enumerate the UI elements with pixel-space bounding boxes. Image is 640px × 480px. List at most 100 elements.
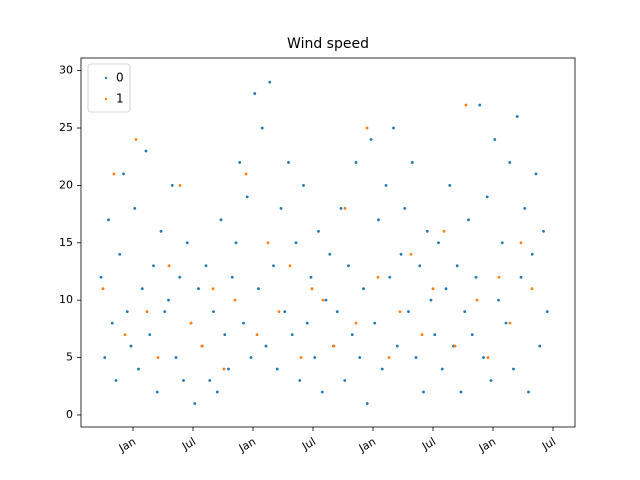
point bbox=[542, 229, 545, 233]
y-tick-label: 15 bbox=[59, 236, 73, 249]
point bbox=[455, 264, 459, 268]
point bbox=[407, 310, 410, 314]
y-tick-label: 0 bbox=[66, 408, 73, 421]
point bbox=[223, 333, 227, 337]
point bbox=[294, 241, 298, 245]
point bbox=[508, 321, 512, 325]
point bbox=[159, 229, 163, 233]
point bbox=[519, 275, 523, 279]
point bbox=[365, 126, 369, 130]
point bbox=[418, 264, 422, 268]
point bbox=[387, 356, 391, 359]
point bbox=[486, 356, 490, 359]
point bbox=[403, 206, 407, 210]
point bbox=[429, 298, 433, 302]
point bbox=[395, 344, 399, 348]
point bbox=[189, 321, 193, 325]
point bbox=[125, 310, 129, 314]
point bbox=[313, 356, 317, 359]
point bbox=[431, 287, 435, 291]
point bbox=[320, 390, 324, 394]
point bbox=[227, 367, 230, 371]
point bbox=[145, 310, 149, 314]
point bbox=[208, 379, 212, 382]
legend: 01 bbox=[87, 63, 131, 113]
point bbox=[211, 287, 215, 291]
point bbox=[489, 379, 493, 382]
point bbox=[347, 264, 350, 268]
point bbox=[242, 321, 245, 325]
point bbox=[478, 103, 482, 107]
point bbox=[380, 367, 384, 371]
point bbox=[414, 356, 418, 359]
point bbox=[204, 264, 208, 268]
point bbox=[287, 161, 290, 164]
x-tick-label: Jul bbox=[299, 435, 318, 453]
point bbox=[302, 183, 305, 187]
y-tick-label: 25 bbox=[59, 121, 73, 134]
y-tick-label: 5 bbox=[66, 351, 73, 364]
point bbox=[174, 356, 178, 359]
point bbox=[527, 390, 530, 394]
point bbox=[255, 333, 259, 337]
point bbox=[369, 138, 373, 141]
point bbox=[233, 298, 237, 302]
point bbox=[339, 206, 343, 210]
y-tick-label: 30 bbox=[59, 64, 73, 77]
point bbox=[504, 321, 508, 325]
point bbox=[107, 218, 110, 222]
point bbox=[298, 379, 302, 382]
point bbox=[474, 275, 478, 279]
point bbox=[448, 183, 452, 187]
point bbox=[470, 333, 474, 337]
point bbox=[365, 402, 369, 405]
y-tick-label: 10 bbox=[59, 293, 73, 306]
point bbox=[222, 367, 226, 371]
point bbox=[440, 367, 444, 371]
point bbox=[444, 287, 448, 291]
point bbox=[373, 321, 377, 325]
point bbox=[288, 264, 292, 268]
point bbox=[230, 275, 234, 279]
point bbox=[283, 310, 287, 314]
point bbox=[215, 390, 219, 394]
point bbox=[388, 275, 392, 279]
point bbox=[422, 390, 425, 394]
point bbox=[482, 356, 485, 359]
point bbox=[167, 298, 170, 302]
point bbox=[275, 367, 279, 371]
point bbox=[321, 298, 325, 302]
point bbox=[324, 298, 328, 302]
point bbox=[140, 287, 144, 291]
point bbox=[508, 161, 512, 164]
point bbox=[523, 206, 527, 210]
point bbox=[530, 252, 534, 256]
point bbox=[279, 206, 283, 210]
point bbox=[163, 310, 167, 314]
point bbox=[500, 241, 504, 245]
point bbox=[497, 298, 500, 302]
point bbox=[299, 356, 303, 359]
point bbox=[437, 241, 440, 245]
point bbox=[290, 333, 294, 337]
point bbox=[384, 183, 388, 187]
point bbox=[234, 241, 238, 245]
point bbox=[475, 298, 479, 302]
point bbox=[354, 161, 358, 164]
point bbox=[134, 138, 138, 141]
point bbox=[354, 321, 358, 325]
point bbox=[200, 344, 204, 348]
point bbox=[512, 367, 515, 371]
point bbox=[433, 333, 437, 337]
point bbox=[170, 183, 174, 187]
point bbox=[249, 356, 253, 359]
point bbox=[185, 241, 189, 245]
point bbox=[118, 252, 122, 256]
plot-frame bbox=[80, 57, 576, 428]
point bbox=[332, 344, 336, 348]
point bbox=[129, 344, 133, 348]
point bbox=[133, 206, 137, 210]
point bbox=[362, 287, 365, 291]
point bbox=[350, 333, 354, 337]
